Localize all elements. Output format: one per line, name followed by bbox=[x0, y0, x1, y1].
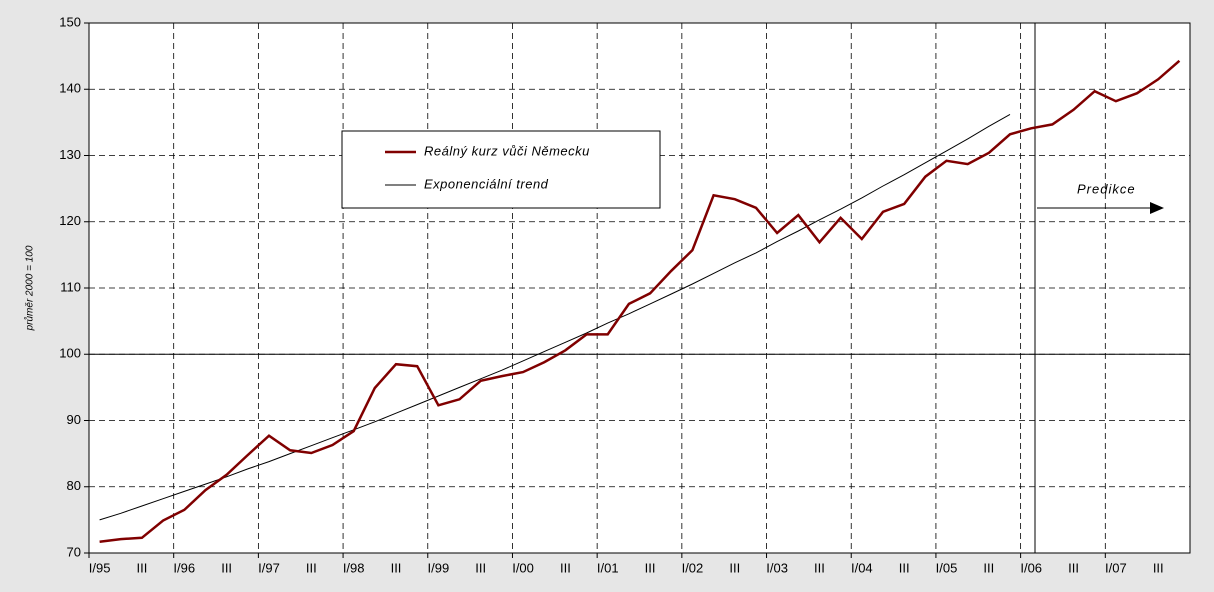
annotation-arrowhead bbox=[1150, 202, 1164, 214]
y-axis-label: průměr 2000 = 100 bbox=[24, 245, 36, 331]
series-line bbox=[99, 59, 1181, 543]
y-tick-label: 140 bbox=[59, 81, 81, 96]
x-tick-label: III bbox=[899, 560, 910, 575]
y-tick-label: 80 bbox=[67, 478, 81, 493]
annotation: Predikce bbox=[1077, 181, 1136, 196]
legend-label: Exponenciální trend bbox=[424, 176, 549, 191]
y-tick-label: 100 bbox=[59, 346, 81, 361]
x-tick-label: III bbox=[1068, 560, 1079, 575]
y-tick-label: 110 bbox=[60, 279, 81, 294]
x-tick-label: III bbox=[1153, 560, 1164, 575]
x-tick-label: III bbox=[729, 560, 740, 575]
y-tick-label: 130 bbox=[59, 147, 81, 162]
x-tick-label: I/97 bbox=[258, 560, 280, 575]
legend-box bbox=[341, 130, 661, 209]
x-tick-label: I/06 bbox=[1020, 560, 1042, 575]
x-tick-label: III bbox=[475, 560, 486, 575]
y-tick-label: 70 bbox=[67, 544, 81, 559]
x-tick-label: III bbox=[391, 560, 402, 575]
x-tick-label: III bbox=[306, 560, 317, 575]
x-tick-label: I/04 bbox=[851, 560, 873, 575]
x-tick-label: I/07 bbox=[1105, 560, 1127, 575]
x-tick-label: III bbox=[221, 560, 232, 575]
legend-label: Reálný kurz vůči Německu bbox=[424, 143, 590, 158]
y-tick-label: 120 bbox=[59, 213, 81, 228]
x-tick-label: III bbox=[983, 560, 994, 575]
x-tick-label: I/05 bbox=[936, 560, 958, 575]
x-tick-label: III bbox=[560, 560, 571, 575]
x-tick-label: I/96 bbox=[173, 560, 195, 575]
x-tick-label: I/98 bbox=[343, 560, 365, 575]
y-tick-label: 150 bbox=[59, 14, 81, 29]
x-tick-label: I/00 bbox=[512, 560, 534, 575]
x-tick-label: III bbox=[814, 560, 825, 575]
y-tick-label: 90 bbox=[67, 412, 81, 427]
x-tick-label: I/01 bbox=[597, 560, 619, 575]
x-tick-label: III bbox=[137, 560, 148, 575]
x-tick-label: I/02 bbox=[682, 560, 704, 575]
x-tick-label: I/95 bbox=[89, 560, 111, 575]
x-tick-label: I/99 bbox=[428, 560, 450, 575]
x-tick-label: III bbox=[645, 560, 656, 575]
series-line bbox=[99, 113, 1011, 521]
x-tick-label: I/03 bbox=[766, 560, 788, 575]
